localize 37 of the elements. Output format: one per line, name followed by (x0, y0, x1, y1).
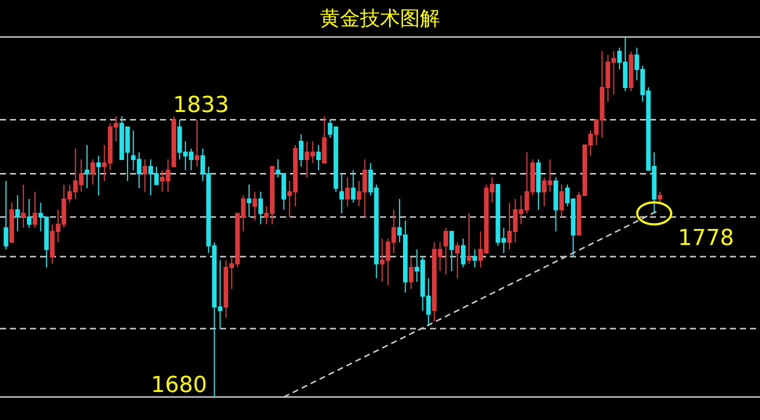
candlestick (339, 173, 344, 214)
candlestick (466, 212, 472, 264)
candlestick (350, 170, 356, 204)
candlestick (172, 116, 176, 168)
annotation: 1680 (151, 373, 207, 398)
candlestick (322, 116, 327, 164)
candlestick (4, 180, 8, 250)
candlestick (345, 176, 350, 207)
candlestick (142, 158, 148, 192)
candlestick (298, 134, 304, 168)
candlestick (449, 230, 454, 272)
candlestick (32, 191, 38, 228)
candlestick (15, 194, 20, 232)
candlestick (559, 184, 564, 218)
chart-title: 黄金技术图解 (320, 6, 440, 30)
candlestick (90, 158, 96, 186)
candlestick (472, 248, 478, 268)
candlestick (21, 184, 26, 228)
candlestick (658, 191, 662, 204)
candlestick (258, 191, 263, 225)
candlestick (455, 242, 460, 279)
candlestick (628, 50, 634, 92)
annotation: 1833 (173, 93, 229, 118)
candlestick (10, 202, 14, 243)
candlestick (536, 158, 541, 210)
candlestick (316, 144, 321, 171)
candlestick (408, 256, 414, 290)
candlestick (246, 184, 252, 218)
candlestick (96, 155, 101, 196)
text: 1778 (678, 226, 734, 251)
candlestick (84, 144, 90, 189)
candlestick (554, 176, 558, 232)
candlestick (194, 119, 200, 168)
candlestick (444, 227, 448, 276)
candlestick (252, 191, 258, 222)
candlestick (26, 198, 32, 228)
candlestick (460, 238, 466, 268)
